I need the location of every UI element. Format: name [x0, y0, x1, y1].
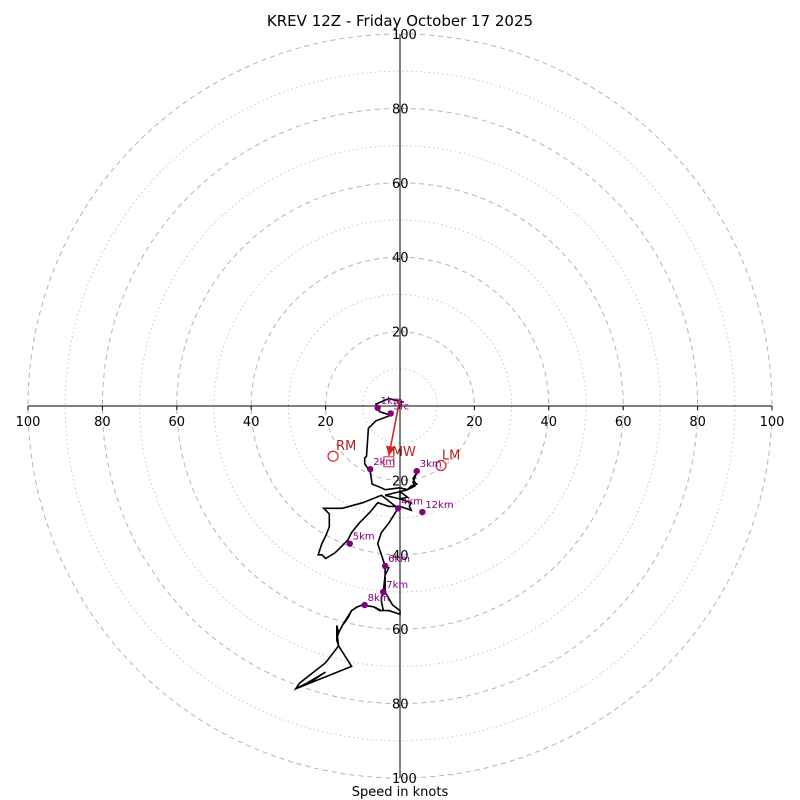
height-label-5km: 5km: [353, 532, 375, 543]
storm-motion-markers: MW RM LM: [327, 398, 460, 472]
y-tick-label: 40: [392, 549, 409, 564]
x-tick-label: 20: [317, 415, 334, 430]
height-marker-3km: [413, 467, 420, 475]
height-marker-1km: [374, 404, 381, 412]
right-mover-label: RM: [336, 439, 356, 454]
chart-title: KREV 12Z - Friday October 17 2025: [267, 12, 533, 30]
axes: [28, 34, 772, 778]
left-mover-label: LM: [442, 449, 460, 464]
height-label-2km: 2km: [373, 457, 395, 468]
x-tick-label: 20: [466, 415, 483, 430]
x-tick-label: 40: [243, 415, 260, 430]
height-marker-5km: [346, 540, 353, 547]
height-label-8km: 8km: [368, 593, 390, 604]
x-axis-label: Speed in knots: [352, 785, 449, 800]
height-marker-7km: [380, 588, 387, 596]
mean-wind-arrow: [385, 398, 401, 456]
left-mover-marker: [435, 459, 447, 472]
x-tick-label: 40: [541, 415, 558, 430]
height-marker-4km: [394, 505, 402, 512]
height-marker-Sfc: [387, 410, 394, 417]
right-mover-marker: [327, 450, 339, 462]
height-marker-8km: [361, 601, 368, 609]
height-marker-12km: [419, 508, 426, 516]
mean-wind-marker: [383, 456, 395, 468]
x-tick-label: 60: [169, 415, 186, 430]
mean-wind-label: MW: [392, 445, 416, 460]
tick-labels: 100 100 80 80 60 60 40 40 20 20 20 20 40 40 60 60 80 80 10…: [16, 28, 785, 787]
wind-profile-line: [293, 397, 419, 691]
y-tick-label: 60: [392, 623, 409, 638]
y-tick-label: 20: [392, 326, 409, 341]
x-tick-label: 100: [760, 415, 785, 430]
y-tick-label: 100: [392, 28, 417, 43]
height-label-12km: 12km: [425, 500, 453, 511]
y-tick-label: 80: [392, 698, 409, 713]
x-tick-label: 80: [94, 415, 111, 430]
height-label-4km: 4km: [401, 496, 423, 507]
y-tick-label: 60: [392, 177, 409, 192]
height-label-6km: 6km: [388, 554, 410, 565]
y-tick-label: 80: [392, 102, 409, 117]
y-tick-label: 100: [392, 772, 417, 787]
height-label-3km: 3km: [420, 459, 442, 470]
x-tick-label: 80: [689, 415, 706, 430]
height-label-Sfc: Sfc: [394, 401, 409, 412]
height-marker-2km: [367, 466, 374, 473]
x-tick-label: 60: [615, 415, 632, 430]
y-tick-label: 40: [392, 251, 409, 266]
height-label-1km: 1km: [381, 396, 403, 407]
height-marker-6km: [381, 562, 389, 570]
height-label-7km: 7km: [386, 580, 408, 591]
x-tick-label: 100: [16, 415, 41, 430]
y-tick-label: 20: [392, 474, 409, 489]
